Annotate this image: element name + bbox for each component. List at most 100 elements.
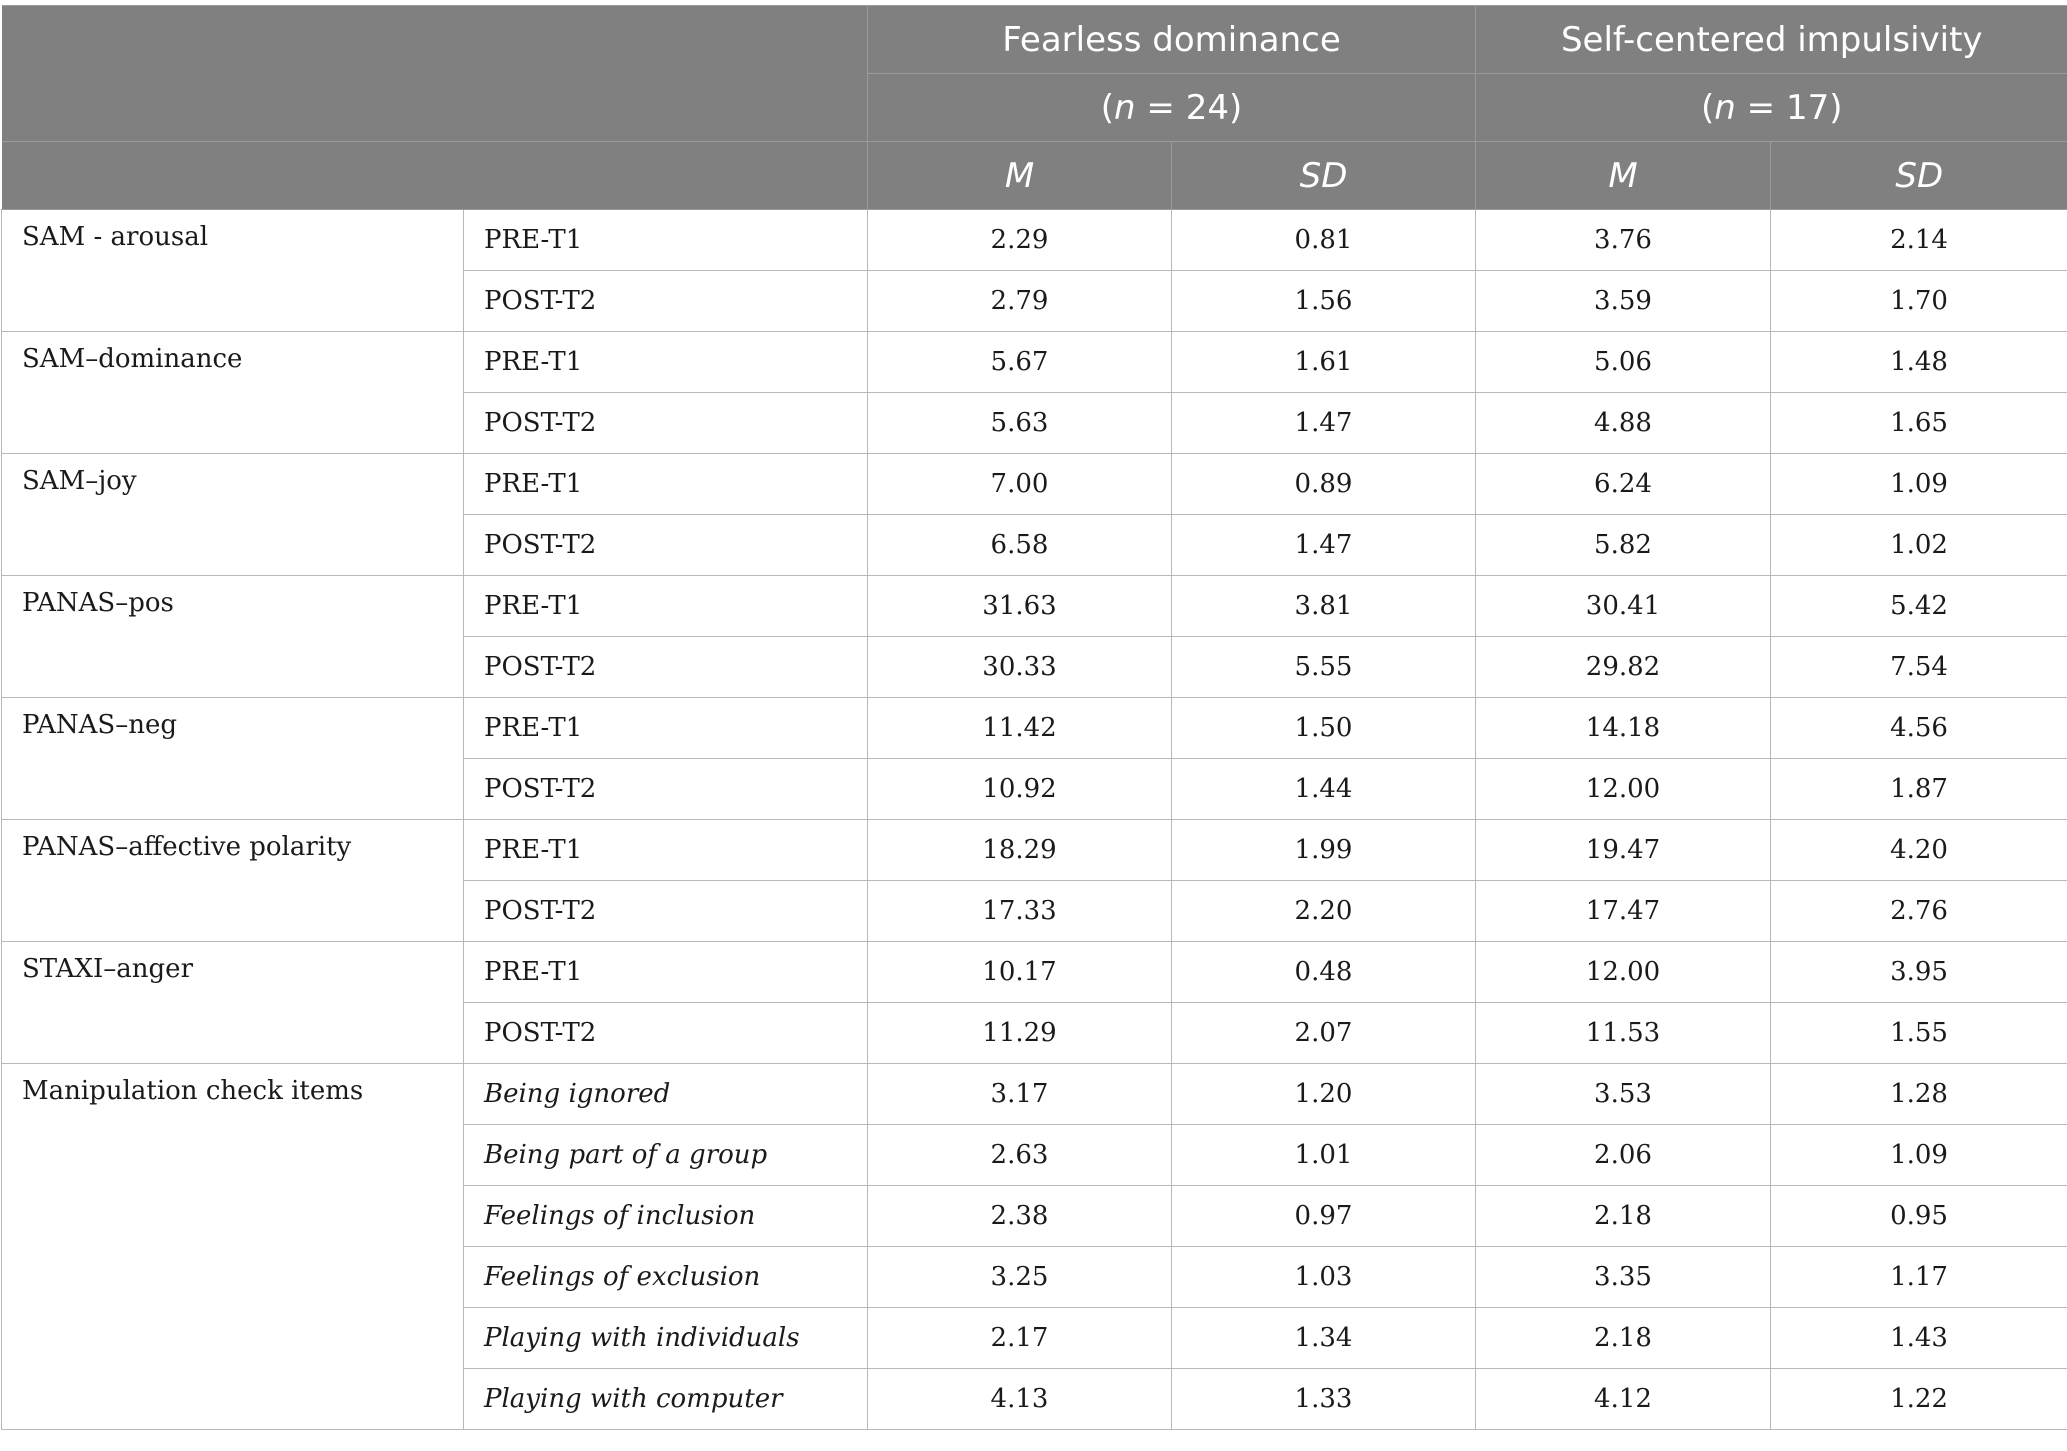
sci-mean-value: 17.47 xyxy=(1475,880,1771,942)
sci-sd-value: 1.48 xyxy=(1769,331,2067,393)
fd-mean-value: 18.29 xyxy=(867,819,1172,881)
table-row: SAM–joy PRE-T1 7.00 0.89 6.24 1.09 xyxy=(1,453,2067,576)
fd-sd-value: 5.55 xyxy=(1171,636,1476,698)
fd-mean-value: 2.38 xyxy=(867,1185,1172,1247)
sci-sd-value: 1.28 xyxy=(1769,1063,2067,1125)
check-item-label: Playing with computer xyxy=(463,1368,868,1430)
sci-mean-value: 3.59 xyxy=(1475,270,1771,332)
check-item-label: Playing with individuals xyxy=(463,1307,868,1369)
fd-sd-value: 0.48 xyxy=(1171,941,1476,1003)
fd-sd-value: 1.20 xyxy=(1171,1063,1476,1125)
sci-sd-value: 4.56 xyxy=(1769,697,2067,759)
fd-mean-value: 3.17 xyxy=(867,1063,1172,1125)
fd-mean-value: 2.63 xyxy=(867,1124,1172,1186)
table-row: POST-T2 11.29 2.07 11.53 1.55 xyxy=(2,1002,2067,1064)
fd-sd-value: 1.44 xyxy=(1171,758,1476,820)
sci-sd-value: 4.20 xyxy=(1769,819,2067,881)
sci-mean-value: 30.41 xyxy=(1475,575,1771,637)
table-row: PANAS–pos PRE-T1 31.63 3.81 30.41 5.42 xyxy=(1,575,2067,698)
sci-mean-value: 12.00 xyxy=(1475,758,1771,820)
sci-sd-value: 1.70 xyxy=(1769,270,2067,332)
fd-mean-value: 2.79 xyxy=(867,270,1172,332)
table-row: PANAS–affective polarity PRE-T1 18.29 1.99 1… xyxy=(1,819,2067,942)
table-row: POST-T2 30.33 5.55 29.82 7.54 xyxy=(2,636,2067,698)
timepoint-label: POST-T2 xyxy=(463,1002,868,1064)
group-header-fearless-dominance: Fearless dominance xyxy=(867,5,1476,74)
sci-sd-value: 7.54 xyxy=(1769,636,2067,698)
timepoint-label: POST-T2 xyxy=(463,758,868,820)
stat-header-sd: SD xyxy=(1769,141,2067,210)
table-header: Fearless dominance Self-centered impulsi… xyxy=(1,5,2067,210)
measure-label: PANAS–pos xyxy=(1,575,464,698)
group-sample-size-self-centered-impulsivity: (n = 17) xyxy=(1474,73,2067,142)
check-item-label: Being part of a group xyxy=(463,1124,868,1186)
measure-label: PANAS–affective polarity xyxy=(1,819,464,942)
fd-sd-value: 1.61 xyxy=(1171,331,1476,393)
fd-sd-value: 1.56 xyxy=(1171,270,1476,332)
sci-sd-value: 1.22 xyxy=(1769,1368,2067,1430)
header-blank-cell xyxy=(1,5,868,142)
n-symbol: n xyxy=(1714,87,1736,128)
descriptive-statistics-table: Fearless dominance Self-centered impulsi… xyxy=(1,5,2067,1430)
fd-mean-value: 6.58 xyxy=(867,514,1172,576)
measure-label: SAM - arousal xyxy=(1,209,464,332)
fd-mean-value: 2.29 xyxy=(867,209,1172,271)
fd-sd-value: 1.50 xyxy=(1171,697,1476,759)
fd-mean-value: 11.29 xyxy=(867,1002,1172,1064)
fd-sd-value: 1.01 xyxy=(1171,1124,1476,1186)
sci-sd-value: 2.76 xyxy=(1769,880,2067,942)
sci-sd-value: 1.87 xyxy=(1769,758,2067,820)
sci-sd-value: 2.14 xyxy=(1769,209,2067,271)
sci-mean-value: 3.35 xyxy=(1475,1246,1771,1308)
stat-header-mean: M xyxy=(1475,141,1771,210)
timepoint-label: POST-T2 xyxy=(463,270,868,332)
table-row: POST-T2 10.92 1.44 12.00 1.87 xyxy=(2,758,2067,820)
table-row: Feelings of exclusion 3.25 1.03 3.35 1.17 xyxy=(2,1246,2067,1308)
timepoint-label: PRE-T1 xyxy=(463,941,868,1003)
fd-sd-value: 1.34 xyxy=(1171,1307,1476,1369)
table-row: Playing with computer 4.13 1.33 4.12 1.22 xyxy=(2,1368,2067,1430)
sci-sd-value: 5.42 xyxy=(1769,575,2067,637)
table-row: POST-T2 5.63 1.47 4.88 1.65 xyxy=(2,392,2067,454)
timepoint-label: POST-T2 xyxy=(463,514,868,576)
timepoint-label: PRE-T1 xyxy=(463,453,868,515)
fd-sd-value: 0.89 xyxy=(1171,453,1476,515)
timepoint-label: PRE-T1 xyxy=(463,331,868,393)
fd-sd-value: 0.81 xyxy=(1171,209,1476,271)
n-symbol: n xyxy=(1114,87,1136,128)
sci-mean-value: 11.53 xyxy=(1475,1002,1771,1064)
table-row: SAM - arousal PRE-T1 2.29 0.81 3.76 2.14 xyxy=(1,209,2067,332)
fd-sd-value: 1.47 xyxy=(1171,514,1476,576)
fd-mean-value: 10.92 xyxy=(867,758,1172,820)
table-row: Manipulation check items Being ignored 3.1… xyxy=(1,1063,2067,1430)
fd-mean-value: 17.33 xyxy=(867,880,1172,942)
timepoint-label: POST-T2 xyxy=(463,392,868,454)
fd-mean-value: 2.17 xyxy=(867,1307,1172,1369)
fd-mean-value: 5.67 xyxy=(867,331,1172,393)
table-row: POST-T2 17.33 2.20 17.47 2.76 xyxy=(2,880,2067,942)
n-value: = 17 xyxy=(1735,87,1830,128)
check-item-label: Feelings of inclusion xyxy=(463,1185,868,1247)
fd-mean-value: 31.63 xyxy=(867,575,1172,637)
timepoint-label: PRE-T1 xyxy=(463,209,868,271)
sci-mean-value: 3.53 xyxy=(1475,1063,1771,1125)
sci-mean-value: 12.00 xyxy=(1475,941,1771,1003)
sci-mean-value: 2.18 xyxy=(1475,1307,1771,1369)
fd-sd-value: 1.47 xyxy=(1171,392,1476,454)
sci-sd-value: 1.65 xyxy=(1769,392,2067,454)
check-item-label: Being ignored xyxy=(463,1063,868,1125)
measure-label: STAXI–anger xyxy=(1,941,464,1064)
fd-mean-value: 7.00 xyxy=(867,453,1172,515)
timepoint-label: POST-T2 xyxy=(463,880,868,942)
table-row: SAM–dominance PRE-T1 5.67 1.61 5.06 1.48 xyxy=(1,331,2067,454)
fd-sd-value: 1.33 xyxy=(1171,1368,1476,1430)
table-row: PANAS–neg PRE-T1 11.42 1.50 14.18 4.56 xyxy=(1,697,2067,820)
timepoint-label: PRE-T1 xyxy=(463,819,868,881)
fd-sd-value: 0.97 xyxy=(1171,1185,1476,1247)
fd-mean-value: 4.13 xyxy=(867,1368,1172,1430)
fd-mean-value: 10.17 xyxy=(867,941,1172,1003)
fd-mean-value: 5.63 xyxy=(867,392,1172,454)
fd-sd-value: 2.20 xyxy=(1171,880,1476,942)
table-row: POST-T2 2.79 1.56 3.59 1.70 xyxy=(2,270,2067,332)
fd-mean-value: 11.42 xyxy=(867,697,1172,759)
